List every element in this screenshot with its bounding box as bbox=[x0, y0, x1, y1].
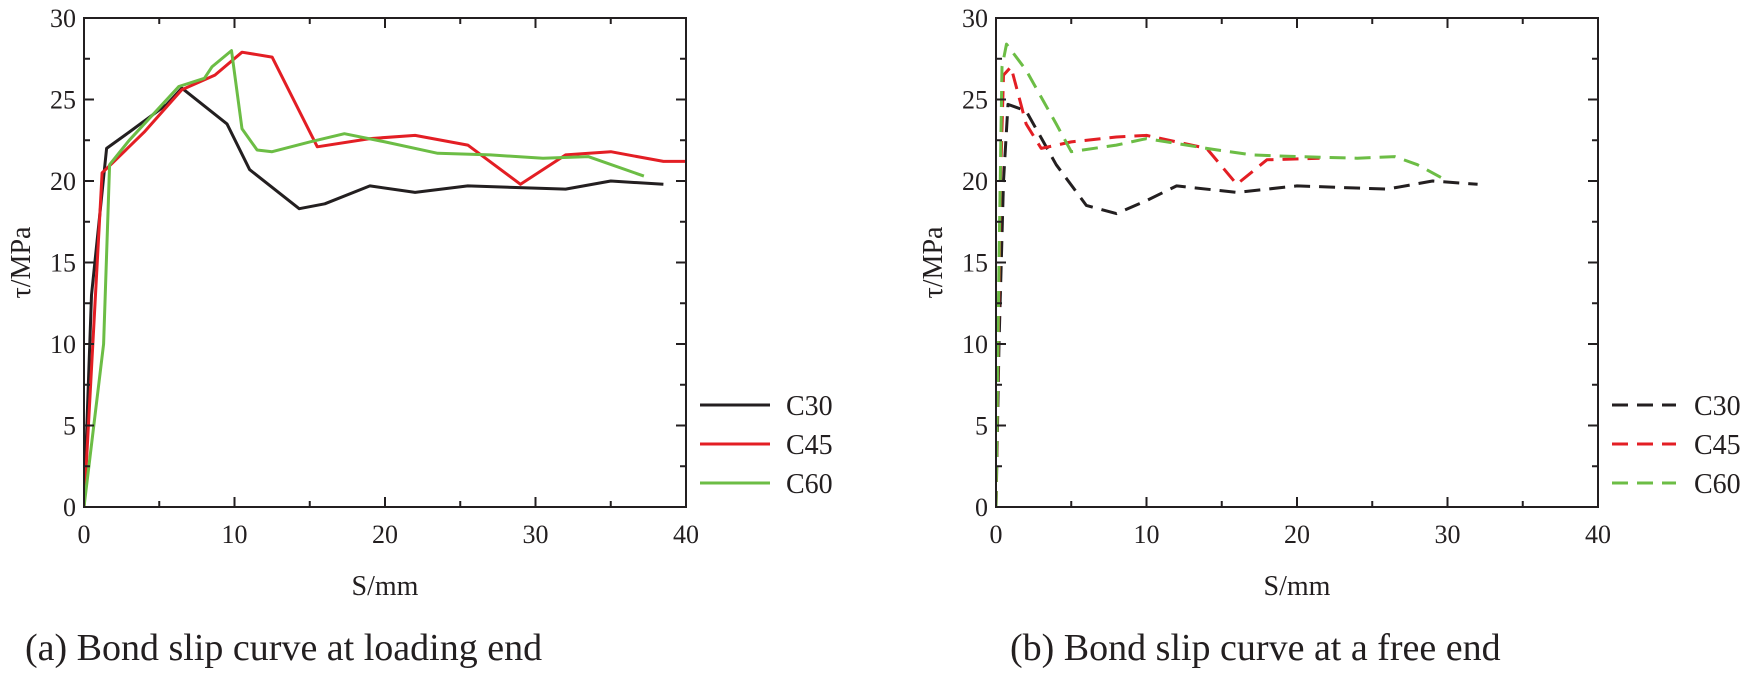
series-line-c45 bbox=[996, 65, 1320, 507]
y-tick-label: 10 bbox=[962, 330, 988, 359]
chart-b: 0 10 20 30 40 0 5 10 15 20 25 30 S/mm τ/MPa C30 C45 C60 (… bbox=[918, 4, 1741, 669]
legend-label-c45: C45 bbox=[786, 430, 833, 461]
x-axis-label: S/mm bbox=[352, 571, 419, 602]
y-axis-label: τ/MPa bbox=[918, 226, 949, 299]
y-tick-label: 30 bbox=[50, 4, 76, 33]
y-tick-label: 10 bbox=[50, 330, 76, 359]
y-tick-label: 15 bbox=[962, 249, 988, 278]
y-axis-label: τ/MPa bbox=[6, 226, 37, 299]
figure-caption: (a) Bond slip curve at loading end bbox=[25, 627, 542, 669]
series-line-c60 bbox=[996, 42, 1449, 507]
x-tick-label: 10 bbox=[1134, 520, 1160, 549]
x-tick-label: 0 bbox=[78, 520, 91, 549]
x-tick-label: 10 bbox=[222, 520, 248, 549]
y-tick-label: 15 bbox=[50, 249, 76, 278]
x-tick-label: 20 bbox=[372, 520, 398, 549]
chart-a: 0 10 20 30 40 0 5 10 15 20 25 30 S/mm τ/MPa C30 C45 C60 (… bbox=[6, 4, 833, 669]
x-tick-label: 0 bbox=[990, 520, 1003, 549]
x-tick-label: 30 bbox=[1435, 520, 1461, 549]
legend-label-c60: C60 bbox=[786, 469, 833, 500]
plot-area bbox=[84, 49, 686, 507]
y-tick-label: 20 bbox=[50, 167, 76, 196]
series-line-c30 bbox=[996, 102, 1478, 507]
legend-label-c60: C60 bbox=[1694, 469, 1741, 500]
x-tick-label: 40 bbox=[673, 520, 699, 549]
y-tick-label: 25 bbox=[50, 86, 76, 115]
y-tick-label: 25 bbox=[962, 86, 988, 115]
plot-frame bbox=[995, 17, 1599, 508]
series-line-c45 bbox=[84, 50, 686, 507]
y-tick-label: 20 bbox=[962, 167, 988, 196]
y-tick-label: 5 bbox=[975, 412, 988, 441]
legend-label-c30: C30 bbox=[1694, 391, 1741, 422]
x-tick-label: 30 bbox=[523, 520, 549, 549]
y-tick-label: 0 bbox=[975, 493, 988, 522]
y-tick-label: 5 bbox=[63, 412, 76, 441]
series-line-c60 bbox=[84, 49, 645, 507]
legend-label-c45: C45 bbox=[1694, 430, 1741, 461]
x-tick-label: 20 bbox=[1284, 520, 1310, 549]
plot-area bbox=[996, 42, 1478, 507]
y-tick-label: 30 bbox=[962, 4, 988, 33]
series-line-c30 bbox=[84, 86, 664, 507]
legend: C30 C45 C60 bbox=[700, 391, 833, 500]
x-tick-label: 40 bbox=[1585, 520, 1611, 549]
legend: C30 C45 C60 bbox=[1612, 391, 1741, 500]
x-axis-label: S/mm bbox=[1264, 571, 1331, 602]
figure-caption: (b) Bond slip curve at a free end bbox=[1010, 627, 1501, 669]
y-tick-label: 0 bbox=[63, 493, 76, 522]
legend-label-c30: C30 bbox=[786, 391, 833, 422]
